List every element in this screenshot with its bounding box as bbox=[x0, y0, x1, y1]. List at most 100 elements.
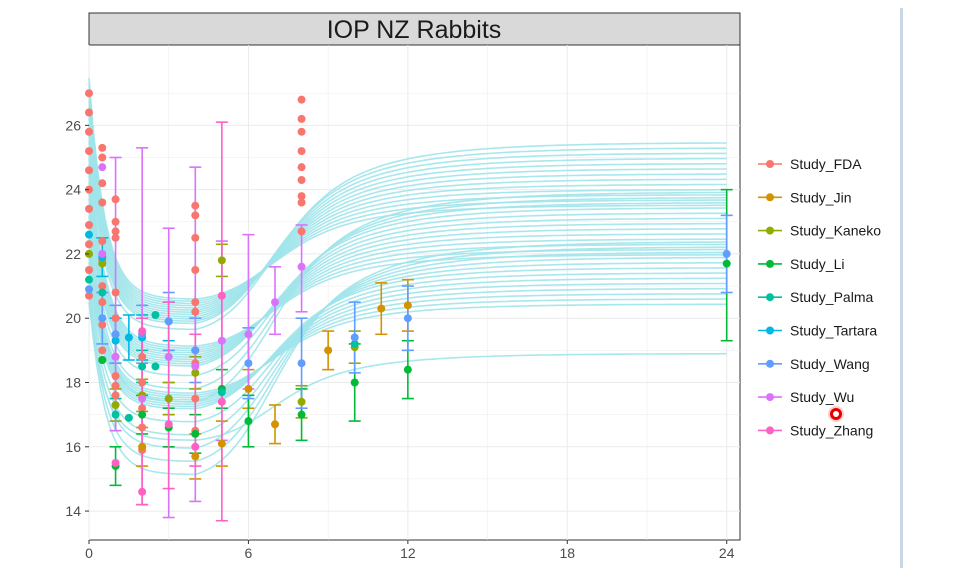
study-fda-point bbox=[111, 314, 120, 323]
study-zhang-point bbox=[164, 420, 173, 429]
study-fda-point bbox=[297, 95, 306, 104]
study-fda-point bbox=[111, 288, 120, 297]
study-jin-point bbox=[138, 442, 147, 451]
study-zhang-point bbox=[217, 397, 226, 406]
study-li-point bbox=[350, 378, 359, 387]
study-fda-point bbox=[85, 127, 93, 136]
study-fda-point bbox=[85, 266, 93, 274]
study-wang-point bbox=[164, 317, 173, 326]
study-wu-point bbox=[297, 262, 306, 271]
legend-key-point-study-wu bbox=[766, 393, 774, 402]
study-li-point bbox=[138, 410, 147, 419]
window-edge-divider bbox=[900, 8, 903, 568]
study-jin-point bbox=[217, 439, 226, 448]
study-fda-point bbox=[98, 346, 107, 355]
study-fda-point bbox=[111, 195, 120, 204]
study-palma-point bbox=[350, 339, 359, 348]
study-fda-point bbox=[85, 147, 93, 156]
study-wang-point bbox=[85, 285, 93, 294]
study-fda-point bbox=[297, 127, 306, 136]
study-tartara-point bbox=[85, 230, 93, 239]
study-fda-point bbox=[191, 394, 200, 403]
legend-label-study-wang: Study_Wang bbox=[790, 356, 870, 372]
study-fda-point bbox=[98, 198, 107, 207]
study-fda-point bbox=[85, 291, 93, 300]
study-fda-point bbox=[191, 211, 200, 220]
y-tick-label: 24 bbox=[65, 182, 81, 198]
study-fda-point bbox=[111, 372, 120, 381]
study-zhang-point bbox=[138, 487, 147, 496]
study-fda-point bbox=[191, 201, 200, 210]
study-palma-point bbox=[111, 410, 120, 419]
study-jin-point bbox=[377, 304, 386, 313]
study-kaneko-point bbox=[164, 394, 173, 403]
study-palma-point bbox=[151, 311, 160, 319]
y-tick-label: 20 bbox=[65, 310, 81, 326]
study-fda-point bbox=[297, 198, 306, 207]
legend-key-point-study-tartara bbox=[766, 326, 774, 335]
study-fda-point bbox=[98, 298, 107, 307]
x-tick-label: 18 bbox=[559, 545, 575, 561]
study-wang-point bbox=[403, 314, 412, 323]
study-fda-point bbox=[297, 176, 306, 184]
study-palma-point bbox=[85, 275, 93, 284]
study-fda-point bbox=[111, 227, 120, 236]
chart-title: IOP NZ Rabbits bbox=[327, 16, 502, 44]
legend-key-point-study-palma bbox=[766, 293, 774, 302]
study-wang-point bbox=[111, 330, 120, 339]
study-wu-point bbox=[217, 336, 226, 345]
study-jin-point bbox=[244, 384, 253, 393]
study-fda-point bbox=[111, 381, 120, 390]
study-li-point bbox=[244, 417, 253, 426]
study-kaneko-point bbox=[111, 401, 120, 409]
legend-label-study-tartara: Study_Tartara bbox=[790, 323, 877, 339]
study-zhang-point bbox=[138, 327, 147, 336]
study-kaneko-point bbox=[297, 397, 306, 406]
x-tick-label: 6 bbox=[245, 545, 253, 561]
study-fda-point bbox=[85, 221, 93, 229]
study-zhang-point bbox=[217, 291, 226, 300]
study-fda-point bbox=[138, 423, 147, 432]
study-jin-point bbox=[191, 452, 200, 461]
legend-label-study-zhang: Study_Zhang bbox=[790, 422, 873, 438]
study-jin-point bbox=[403, 301, 412, 310]
x-tick-label: 0 bbox=[85, 545, 93, 561]
x-tick-label: 24 bbox=[719, 545, 735, 561]
study-wang-point bbox=[98, 314, 107, 323]
x-axis: 0 6 12 18 24 bbox=[85, 540, 735, 561]
study-wang-point bbox=[350, 333, 359, 342]
study-kaneko-point bbox=[191, 368, 200, 377]
legend-key-point-study-jin bbox=[766, 193, 774, 202]
study-li-point bbox=[297, 410, 306, 419]
study-wang-point bbox=[244, 359, 253, 368]
study-fda-point bbox=[297, 147, 306, 156]
study-fda-point bbox=[85, 108, 93, 117]
study-li-point bbox=[98, 356, 107, 364]
y-tick-label: 18 bbox=[65, 375, 81, 391]
study-li-point bbox=[191, 429, 200, 438]
study-wang-point bbox=[297, 359, 306, 368]
study-fda-point bbox=[98, 143, 107, 152]
study-fda-point bbox=[98, 153, 107, 162]
study-fda-point bbox=[297, 227, 306, 236]
legend-label-study-kaneko: Study_Kaneko bbox=[790, 223, 881, 239]
study-fda-point bbox=[191, 307, 200, 316]
study-zhang-point bbox=[191, 442, 200, 451]
study-wu-point bbox=[98, 163, 107, 172]
study-fda-point bbox=[297, 163, 306, 172]
study-li-point bbox=[722, 259, 731, 268]
study-jin-point bbox=[271, 420, 279, 429]
legend-key-point-study-zhang bbox=[766, 426, 774, 435]
y-tick-label: 14 bbox=[65, 503, 81, 519]
legend-label-study-li: Study_Li bbox=[790, 256, 844, 272]
study-palma-point bbox=[138, 362, 147, 371]
legend-label-study-wu: Study_Wu bbox=[790, 389, 854, 405]
study-kaneko-point bbox=[98, 259, 107, 268]
study-fda-point bbox=[138, 378, 147, 387]
study-fda-point bbox=[111, 233, 120, 242]
study-palma-point bbox=[151, 362, 160, 371]
legend: Study_FDA Study_Jin Study_Kaneko Study_Li St… bbox=[758, 156, 881, 438]
study-wu-point bbox=[271, 298, 279, 307]
study-fda-point bbox=[98, 282, 107, 291]
